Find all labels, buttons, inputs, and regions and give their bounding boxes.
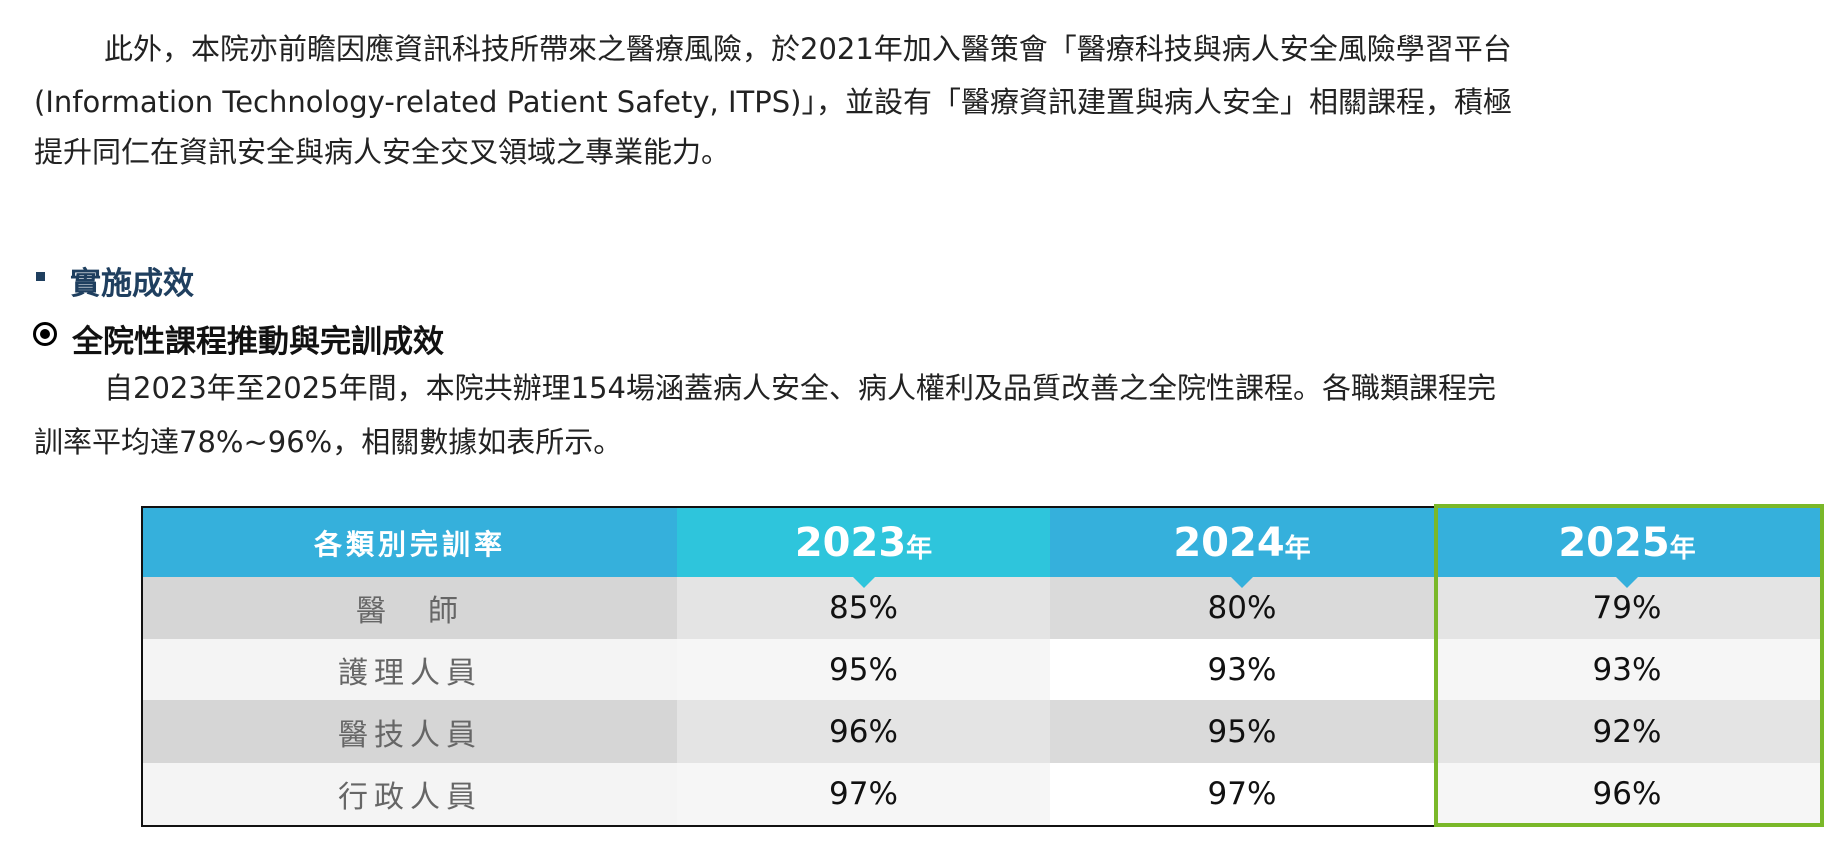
text-line: (Information Technology-related Patient … bbox=[34, 85, 1512, 119]
highlight-frame bbox=[1434, 504, 1824, 827]
value-cell: 95% bbox=[1050, 700, 1434, 763]
year: 2024 bbox=[1173, 519, 1285, 566]
header-pointer bbox=[1231, 577, 1253, 588]
section-title: 實施成效 bbox=[70, 266, 194, 302]
category-cell: 行政人員 bbox=[143, 763, 677, 825]
value-cell: 96% bbox=[1434, 763, 1820, 825]
value-cell: 85% bbox=[677, 577, 1050, 639]
value-cell: 92% bbox=[1434, 700, 1820, 763]
bullet bbox=[36, 272, 45, 281]
category-cell: 醫技人員 bbox=[143, 700, 677, 763]
value-cell: 97% bbox=[1050, 763, 1434, 825]
year: 2025 bbox=[1558, 519, 1670, 566]
header-cell: 2023 年 bbox=[677, 508, 1050, 577]
year: 2023 bbox=[794, 519, 907, 566]
subsection-title: 全院性課程推動與完訓成效 bbox=[72, 324, 444, 360]
radio-icon bbox=[33, 322, 57, 346]
text-line: 此外，本院亦前瞻因應資訊科技所帶來之醫療風險，於2021年加入醫策會「醫療科技與… bbox=[104, 32, 1512, 66]
value-cell: 93% bbox=[1434, 639, 1820, 700]
header-pointer bbox=[1616, 577, 1638, 588]
header-cell: 2025 年 bbox=[1434, 508, 1820, 577]
year-unit: 年 bbox=[906, 534, 933, 564]
year-unit: 年 bbox=[1669, 534, 1696, 564]
text-line: 訓率平均達78%~96%，相關數據如表所示。 bbox=[34, 425, 623, 459]
value-cell: 97% bbox=[677, 763, 1050, 825]
header-cell: 2024 年 bbox=[1050, 508, 1434, 577]
category-cell: 醫 師 bbox=[143, 577, 677, 639]
category-cell: 護理人員 bbox=[143, 639, 677, 700]
text-line: 提升同仁在資訊安全與病人安全交叉領域之專業能力。 bbox=[34, 135, 731, 169]
header-cell: 各類別完訓率 bbox=[143, 508, 677, 577]
year-unit: 年 bbox=[1284, 534, 1311, 564]
value-cell: 93% bbox=[1050, 639, 1434, 700]
text-line: 自2023年至2025年間，本院共辦理154場涵蓋病人安全、病人權利及品質改善之… bbox=[104, 371, 1496, 405]
value-cell: 95% bbox=[677, 639, 1050, 700]
value-cell: 96% bbox=[677, 700, 1050, 763]
header-pointer bbox=[852, 577, 875, 588]
table: 各類別完訓率 2023 年 2024 年 2025 年醫 師 85% 80% 79% 護理人員 95%… bbox=[141, 506, 1822, 827]
